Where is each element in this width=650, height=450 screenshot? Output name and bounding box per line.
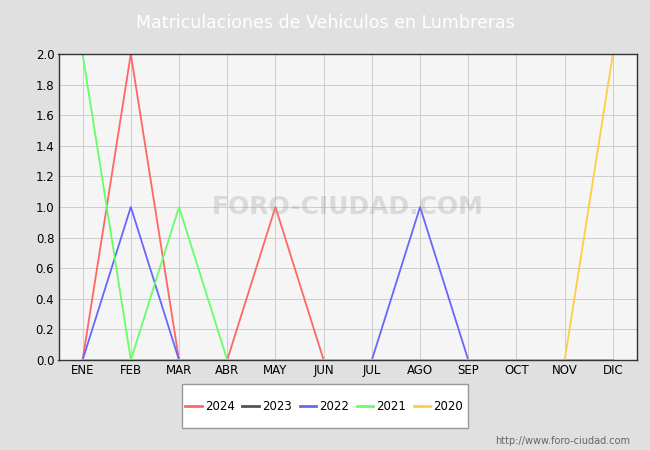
Text: http://www.foro-ciudad.com: http://www.foro-ciudad.com <box>495 436 630 446</box>
Text: Matriculaciones de Vehiculos en Lumbreras: Matriculaciones de Vehiculos en Lumbrera… <box>136 14 514 32</box>
Text: 2024: 2024 <box>205 400 235 413</box>
Text: FORO-CIUDAD.COM: FORO-CIUDAD.COM <box>212 195 484 219</box>
Text: 2023: 2023 <box>262 400 292 413</box>
Text: 2021: 2021 <box>376 400 406 413</box>
Text: 2022: 2022 <box>319 400 349 413</box>
Text: 2020: 2020 <box>434 400 463 413</box>
FancyBboxPatch shape <box>182 384 468 428</box>
